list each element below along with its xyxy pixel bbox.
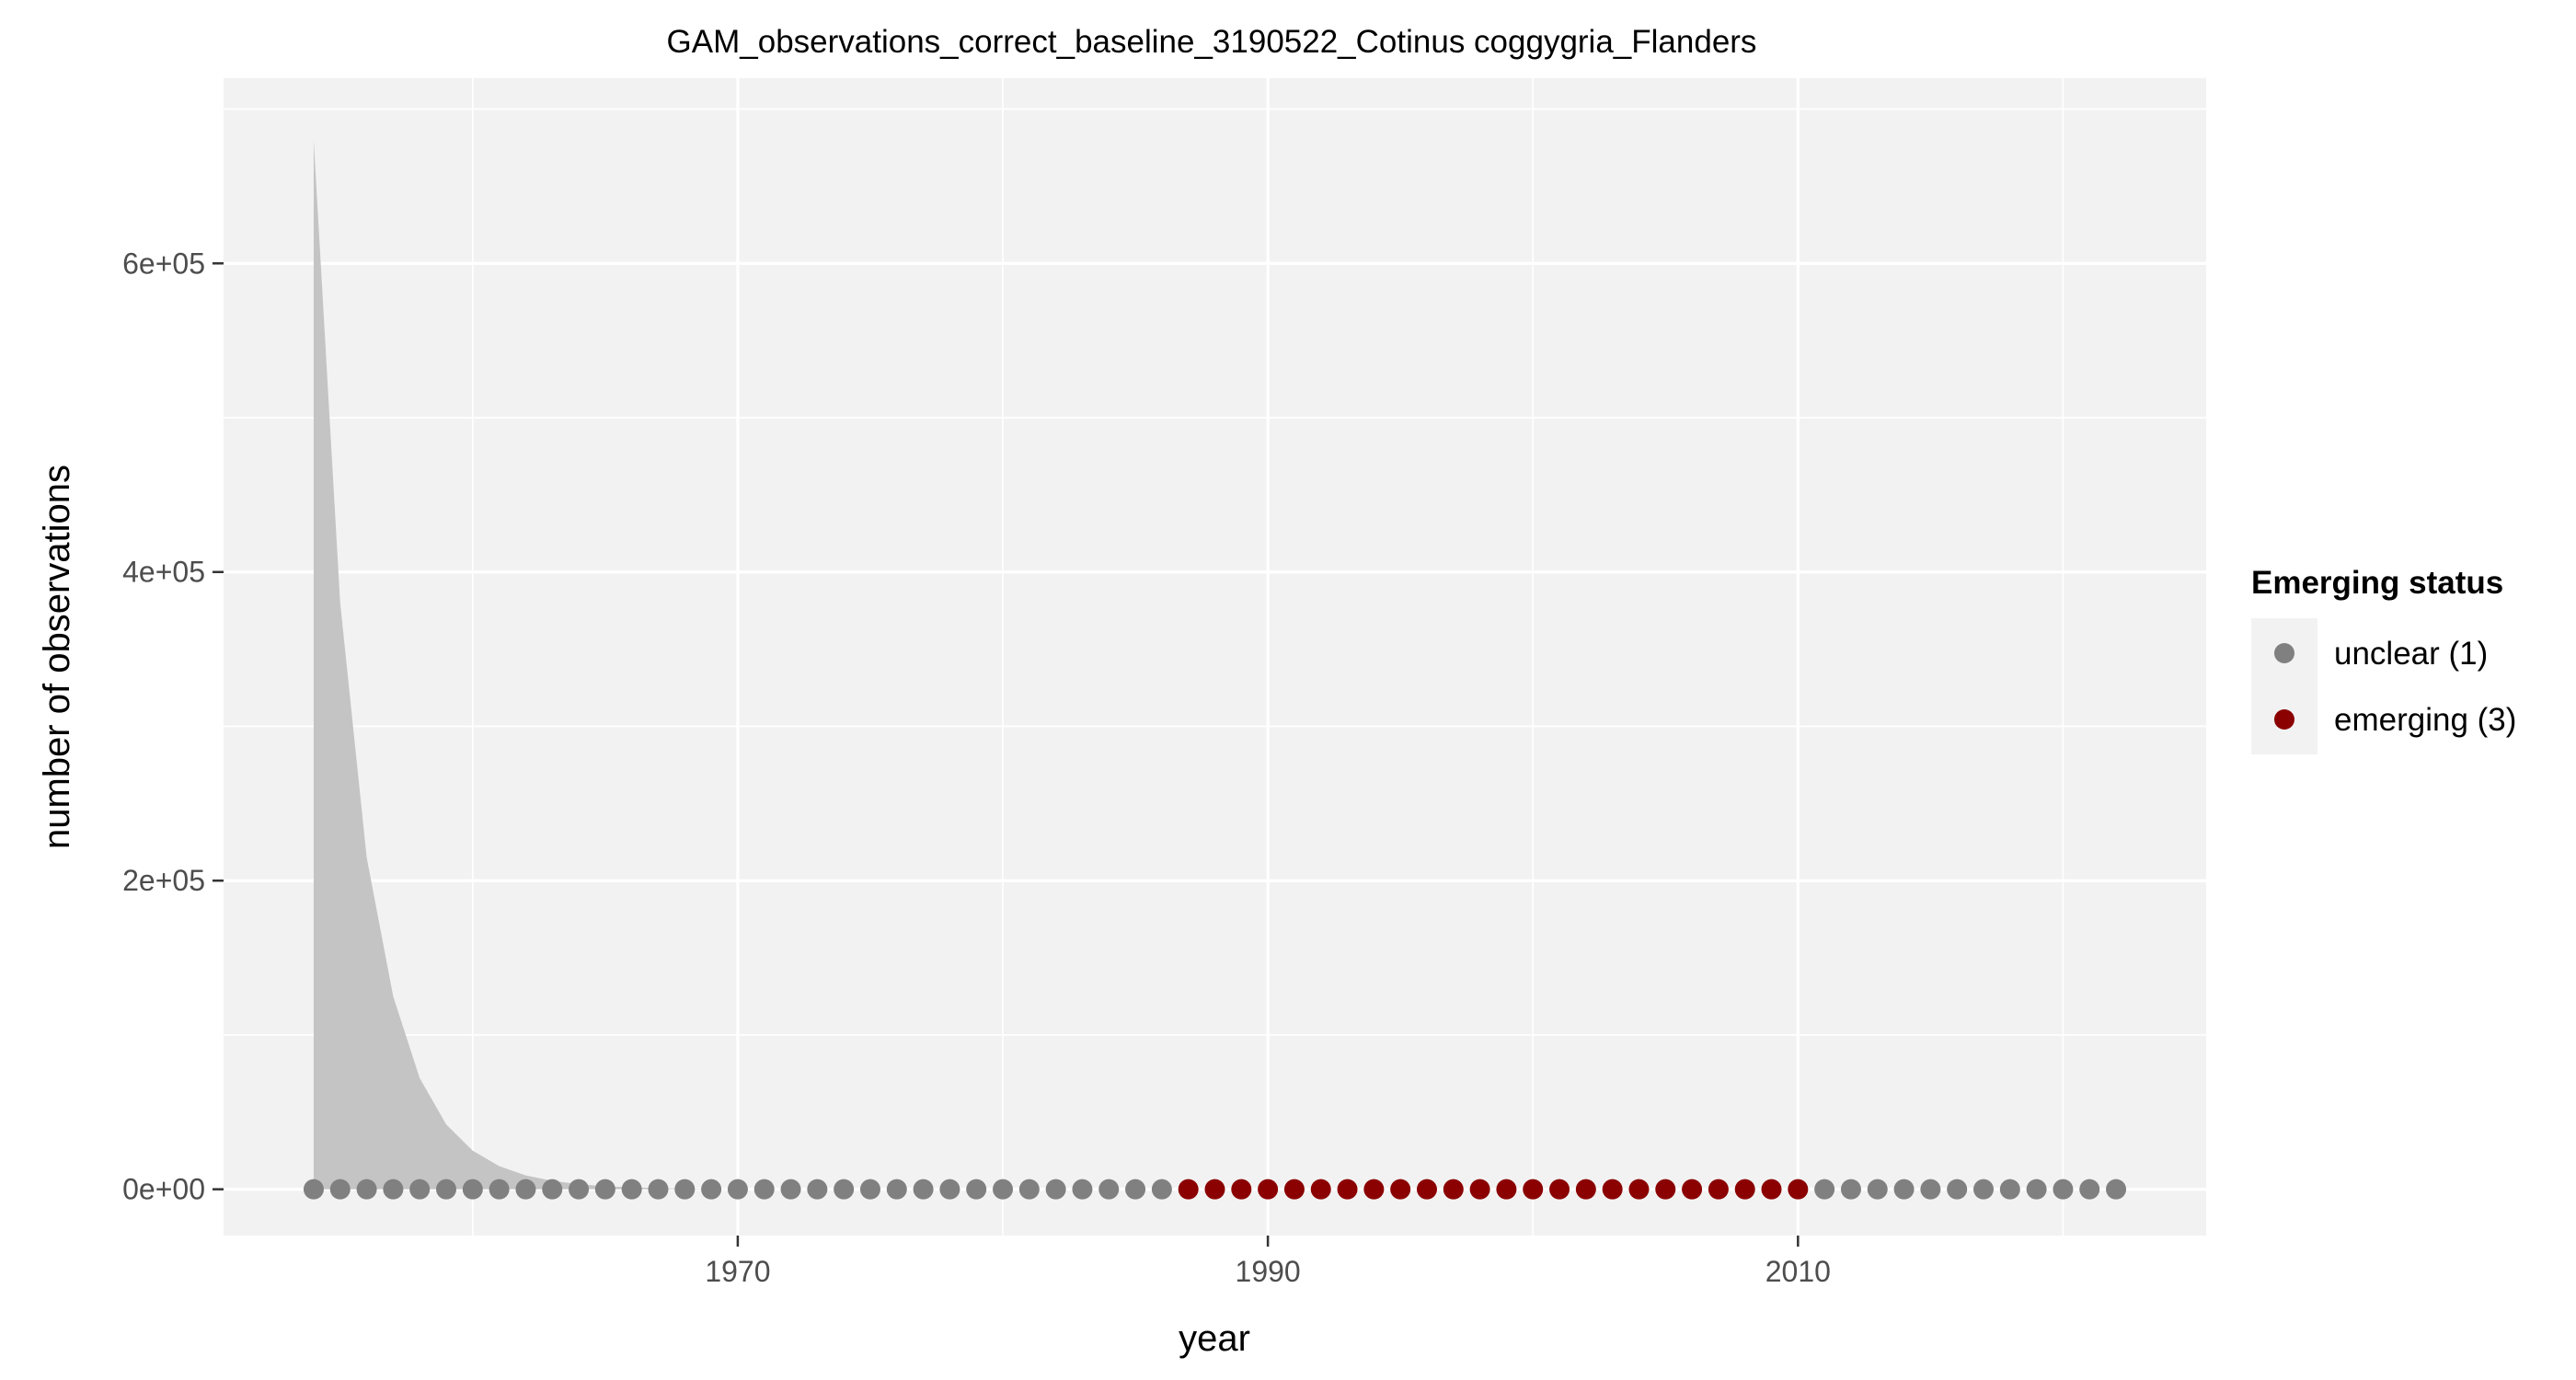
point-s1-1999 <box>1496 1179 1517 1200</box>
point-s1-1996 <box>1416 1179 1437 1200</box>
legend-label-emerging: emerging (3) <box>2334 702 2516 738</box>
point-s0-2011 <box>1814 1179 1835 1200</box>
y-axis: 0e+00 2e+05 4e+05 6e+05 <box>122 247 224 1206</box>
point-s0-1978 <box>939 1179 960 1200</box>
point-s0-1980 <box>993 1179 1014 1200</box>
point-s1-1998 <box>1469 1179 1490 1200</box>
point-s0-2021 <box>2079 1179 2100 1200</box>
point-s0-1960 <box>462 1179 483 1200</box>
point-s1-1997 <box>1443 1179 1464 1200</box>
point-s0-1954 <box>303 1179 324 1200</box>
point-s0-1976 <box>886 1179 907 1200</box>
point-s0-1973 <box>807 1179 828 1200</box>
x-axis: 1970 1990 2010 <box>705 1236 1831 1288</box>
point-s1-1995 <box>1390 1179 1411 1200</box>
x-tick-label-0: 1970 <box>705 1255 770 1288</box>
point-s0-1959 <box>436 1179 457 1200</box>
point-s0-1985 <box>1125 1179 1146 1200</box>
point-s1-2005 <box>1655 1179 1676 1200</box>
point-s1-1989 <box>1231 1179 1252 1200</box>
x-tick-label-2: 2010 <box>1765 1255 1831 1288</box>
y-tick-label-0: 0e+00 <box>122 1173 205 1206</box>
point-s0-2018 <box>1999 1179 2020 1200</box>
point-s0-1964 <box>569 1179 590 1200</box>
y-axis-title: number of observations <box>37 465 77 849</box>
point-s0-2020 <box>2053 1179 2074 1200</box>
point-s1-1988 <box>1204 1179 1225 1200</box>
point-s0-2016 <box>1947 1179 1968 1200</box>
point-s0-1969 <box>701 1179 722 1200</box>
point-s0-1977 <box>913 1179 934 1200</box>
point-s1-2007 <box>1708 1179 1729 1200</box>
grid-minor <box>224 78 2206 1236</box>
point-s0-2017 <box>1972 1179 1994 1200</box>
point-s0-1983 <box>1072 1179 1093 1200</box>
point-s0-1971 <box>753 1179 775 1200</box>
point-s0-1957 <box>383 1179 404 1200</box>
point-s0-2013 <box>1867 1179 1888 1200</box>
point-s0-1967 <box>648 1179 669 1200</box>
legend: Emerging status unclear (1) emerging (3) <box>2251 565 2516 754</box>
point-s1-2008 <box>1734 1179 1755 1200</box>
point-s0-1966 <box>621 1179 642 1200</box>
legend-title: Emerging status <box>2251 565 2503 601</box>
point-s1-2002 <box>1575 1179 1596 1200</box>
confidence-band <box>313 140 738 1190</box>
legend-label-unclear: unclear (1) <box>2334 636 2488 672</box>
point-s0-1961 <box>489 1179 510 1200</box>
point-s1-1994 <box>1363 1179 1385 1200</box>
point-s0-1970 <box>727 1179 748 1200</box>
point-s1-2004 <box>1628 1179 1650 1200</box>
point-s0-1963 <box>542 1179 563 1200</box>
point-s0-2014 <box>1893 1179 1915 1200</box>
data-points <box>303 1179 2127 1200</box>
point-s1-2001 <box>1549 1179 1570 1200</box>
point-s1-1990 <box>1258 1179 1279 1200</box>
point-s0-1968 <box>674 1179 696 1200</box>
legend-key-emerging <box>2274 709 2294 730</box>
plot-panel <box>224 78 2206 1236</box>
point-s1-1987 <box>1178 1179 1199 1200</box>
point-s0-2015 <box>1920 1179 1941 1200</box>
point-s0-1972 <box>780 1179 801 1200</box>
point-s0-2022 <box>2106 1179 2127 1200</box>
x-tick-label-1: 1990 <box>1236 1255 1301 1288</box>
point-s0-1974 <box>834 1179 855 1200</box>
point-s0-2012 <box>1840 1179 1861 1200</box>
point-s1-2010 <box>1788 1179 1809 1200</box>
point-s1-2000 <box>1523 1179 1544 1200</box>
point-s0-1955 <box>329 1179 351 1200</box>
point-s0-1958 <box>409 1179 431 1200</box>
point-s0-1956 <box>356 1179 377 1200</box>
y-tick-label-3: 6e+05 <box>122 247 205 280</box>
legend-key-background <box>2251 618 2317 754</box>
point-s1-1991 <box>1283 1179 1305 1200</box>
point-s0-1981 <box>1018 1179 1040 1200</box>
point-s0-1975 <box>859 1179 880 1200</box>
point-s0-1986 <box>1151 1179 1172 1200</box>
point-s1-2006 <box>1682 1179 1703 1200</box>
point-s0-1984 <box>1098 1179 1120 1200</box>
point-s1-2009 <box>1761 1179 1782 1200</box>
y-tick-label-1: 2e+05 <box>122 864 205 897</box>
point-s1-1993 <box>1337 1179 1358 1200</box>
x-axis-title: year <box>1179 1318 1250 1359</box>
y-tick-label-2: 4e+05 <box>122 556 205 589</box>
point-s1-2003 <box>1602 1179 1623 1200</box>
point-s0-1962 <box>515 1179 536 1200</box>
legend-key-unclear <box>2274 643 2294 663</box>
point-s0-1982 <box>1045 1179 1066 1200</box>
chart-title: GAM_observations_correct_baseline_319052… <box>667 24 1757 60</box>
point-s0-2019 <box>2026 1179 2047 1200</box>
point-s0-1965 <box>594 1179 615 1200</box>
point-s0-1979 <box>966 1179 987 1200</box>
point-s1-1992 <box>1310 1179 1331 1200</box>
